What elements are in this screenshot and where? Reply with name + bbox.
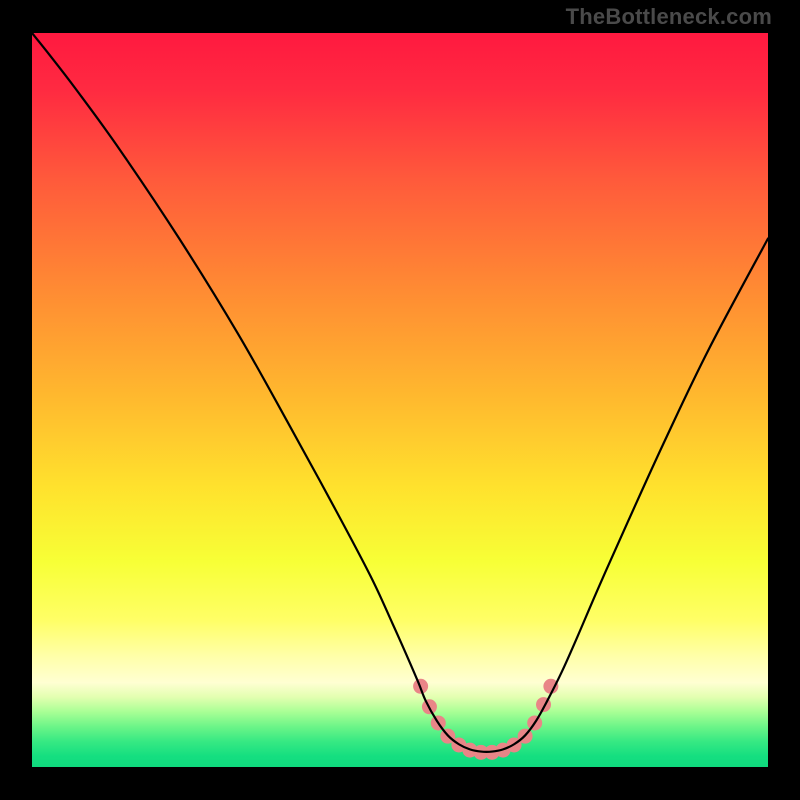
bottleneck-chart	[0, 0, 800, 800]
plot-area	[32, 33, 768, 767]
watermark-text: TheBottleneck.com	[566, 4, 772, 30]
